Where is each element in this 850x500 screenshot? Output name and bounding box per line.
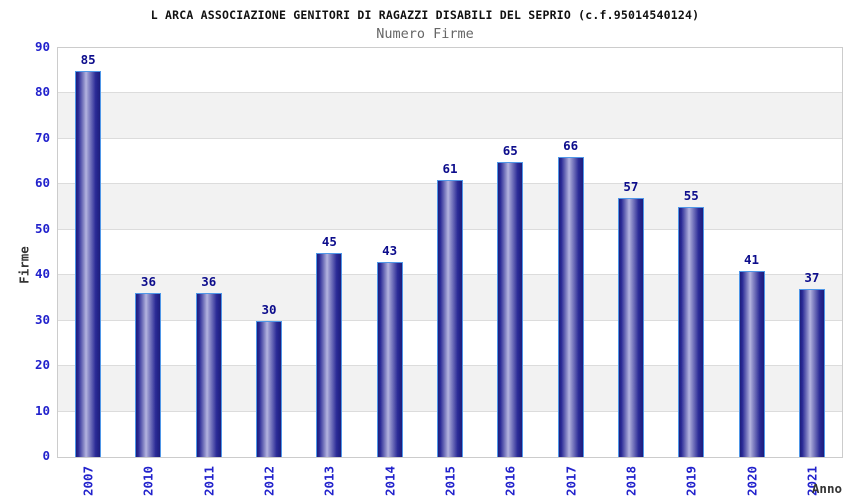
bar-2017 xyxy=(557,157,584,457)
bar-value-label: 36 xyxy=(201,274,217,290)
bar-2010 xyxy=(135,293,162,457)
y-tick-label: 60 xyxy=(34,175,50,191)
bar-value-label: 85 xyxy=(80,51,96,67)
bar-value-label: 37 xyxy=(804,269,820,285)
plot-band xyxy=(58,93,842,139)
bar-value-label: 43 xyxy=(382,242,398,258)
bar-2019 xyxy=(678,207,705,457)
bar-value-label: 65 xyxy=(502,142,518,158)
bar-value-label: 30 xyxy=(261,301,277,317)
bar-2016 xyxy=(497,161,524,457)
bar-2015 xyxy=(437,179,463,457)
y-tick-label: 0 xyxy=(42,448,50,463)
y-tick-label: 10 xyxy=(34,402,50,418)
chart-subtitle: Numero Firme xyxy=(376,26,474,42)
bar-2012 xyxy=(256,320,283,457)
y-tick-label: 70 xyxy=(34,129,50,145)
y-tick-label: 40 xyxy=(34,266,50,282)
x-axis-title: Anno xyxy=(811,481,842,496)
bar-value-label: 41 xyxy=(744,251,760,267)
plot-band xyxy=(58,48,842,94)
bar-2018 xyxy=(617,197,644,457)
bar-2011 xyxy=(195,293,222,457)
y-tick-label: 20 xyxy=(34,357,50,373)
bar-2013 xyxy=(316,252,343,457)
bar-2021 xyxy=(798,288,825,457)
bar-value-label: 45 xyxy=(321,233,337,249)
y-tick-label: 80 xyxy=(34,84,50,100)
chart-title: L ARCA ASSOCIAZIONE GENITORI DI RAGAZZI … xyxy=(150,8,700,22)
bar-value-label: 36 xyxy=(140,274,156,290)
bar-value-label: 61 xyxy=(442,160,458,176)
bar-value-label: 55 xyxy=(683,188,699,204)
bar-2020 xyxy=(738,270,765,457)
bar-2007 xyxy=(75,70,102,457)
plot-area: 85 36 36 30 45 43 61 65 66 57 55 41 37 xyxy=(57,47,843,458)
bar-2014 xyxy=(376,261,403,457)
y-tick-label: 30 xyxy=(34,311,50,327)
bar-value-label: 66 xyxy=(563,138,579,154)
bar-value-label: 57 xyxy=(623,178,639,194)
y-tick-label: 90 xyxy=(34,39,50,54)
y-tick-label: 50 xyxy=(34,220,50,236)
